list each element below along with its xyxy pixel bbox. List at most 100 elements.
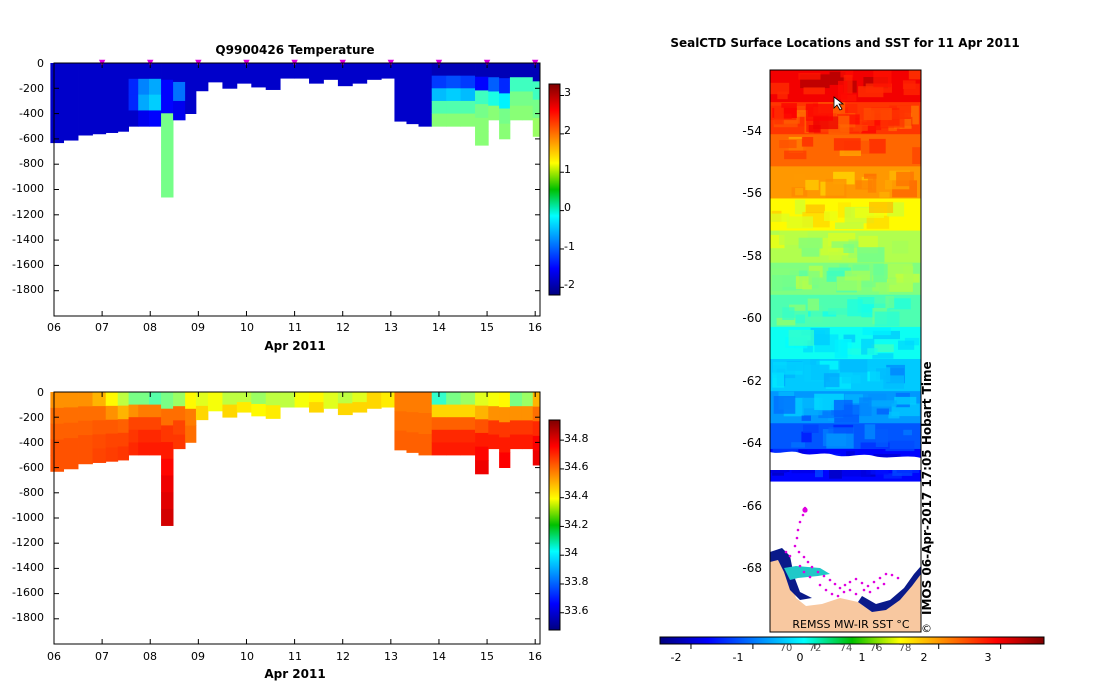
profile-cell [128,442,139,456]
sst-patch [839,150,861,156]
sst-patch [861,281,876,288]
profile-cell [185,63,197,114]
salinity-x-axis-label: Apr 2011 [264,667,325,681]
profile-cell [222,392,238,405]
sst-patch [843,74,853,94]
sst-patch [833,138,861,151]
profile-cell [117,405,129,420]
sst-patch [828,267,852,277]
colorbar-tick-label: 33.8 [564,575,589,588]
profile-cell [195,63,209,92]
profile-cell [337,63,353,87]
sst-patch [786,216,813,229]
profile-cell [521,434,534,450]
profile-cell [337,403,353,416]
profile-cell [460,113,476,127]
sst-patch [871,344,894,352]
x-tick-label: 11 [288,650,302,663]
profile-cell [475,419,489,434]
profile-cell [352,63,368,84]
profile-cell [499,452,511,468]
colorbar-tick-label: 3 [985,651,992,664]
seal-location [833,582,837,586]
profile-cell [521,406,534,421]
colorbar-tick-label: 0 [797,651,804,664]
sst-patch [770,82,790,95]
salinity-colorbar: 34.8 34.6 34.4 34.2 34 33.8 33.6 [548,419,589,631]
sst-patch [795,188,804,196]
profile-cell [521,420,534,435]
profile-cell [161,130,174,148]
profile-cell [128,429,139,443]
seal-location [884,572,888,576]
latitude-tick-label: -56 [742,186,762,200]
profile-cell [488,77,500,92]
seal-location [806,560,810,564]
seal-location [838,586,842,590]
profile-cell [323,63,339,80]
coastal-water-band [784,566,830,580]
profile-cell [521,77,534,92]
salinity-x-axis: 06 07 08 09 10 11 12 13 14 15 16 Apr 201… [47,392,542,681]
y-tick-label: -1200 [12,208,44,221]
sst-patch [879,191,890,198]
sst-patch [885,440,915,452]
profile-cell [431,417,447,431]
profile-cell [323,392,339,409]
sst-patch [874,303,891,311]
sst-patch [863,108,892,121]
profile-cell [532,392,541,408]
profile-cell [509,434,523,450]
seal-ctd-locations [784,506,900,598]
y-tick-label: -1800 [12,611,44,624]
sst-patch [841,375,861,384]
colorbar-overlay-label: 78 [899,643,912,654]
profile-cell [499,93,511,109]
y-tick-label: -1800 [12,283,44,296]
profile-cell [509,63,523,78]
x-tick-label: 13 [384,321,398,334]
profile-cell [475,460,489,475]
profile-cell [92,420,107,435]
sst-patch [912,147,921,164]
seal-location [866,584,870,588]
profile-cell [337,392,353,404]
profile-cell [475,446,489,461]
x-tick-marks [53,392,536,644]
seal-location [836,594,840,598]
profile-cell [521,105,534,121]
sst-patch [828,308,847,315]
sst-patch [834,339,848,359]
sst-patch [873,453,901,459]
profile-cell [394,430,407,451]
seal-location [896,576,900,580]
profile-cell [236,392,252,403]
sst-patch [784,150,807,160]
profile-cell [92,63,107,135]
profile-cell [78,435,93,450]
profile-cell [446,417,462,431]
x-tick-label: 14 [432,321,446,334]
profile-cell [173,63,186,83]
profile-cell [138,417,150,431]
sst-map-y-axis: -54 -56 -58 -60 -62 -64 -66 -68 [742,124,762,575]
profile-cell [222,404,238,418]
sst-patch [773,362,803,375]
profile-cell [294,63,310,79]
profile-cell [475,392,489,407]
colorbar-overlay-label: 72 [809,643,822,654]
seal-location [801,513,805,517]
profile-cell [117,446,129,461]
profile-cell [92,448,107,463]
seal-location [862,588,866,592]
sst-patch [873,264,888,283]
profile-cell [161,146,174,164]
profile-cell [431,113,447,127]
temperature-colorbar: 3 2 1 0 -1 -2 [548,83,575,296]
sst-patch [838,80,848,100]
y-tick-label: -800 [19,157,44,170]
salinity-colorbar-gradient [548,419,561,631]
colorbar-tick-label: 34.6 [564,460,589,473]
profile-cell [50,407,65,425]
sst-patch [843,244,855,253]
